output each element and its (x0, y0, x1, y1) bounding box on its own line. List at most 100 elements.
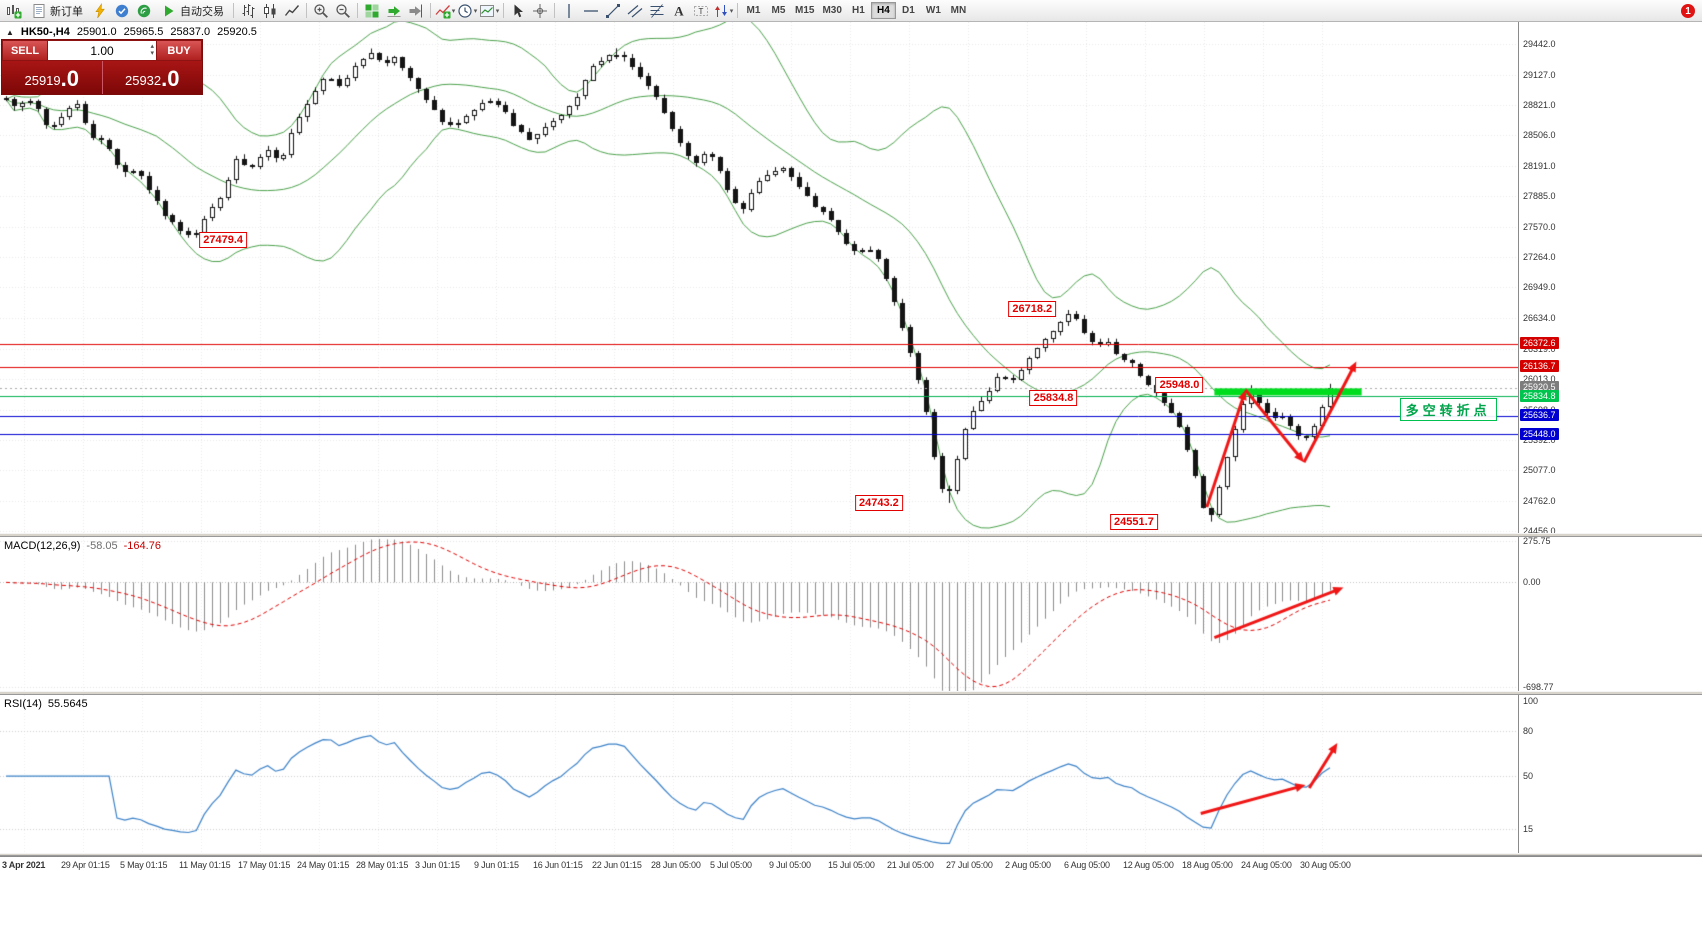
trade-panel-toggle-icon[interactable]: ▲ (6, 27, 14, 37)
auto-trading-button[interactable]: 自动交易 (155, 1, 230, 21)
bars-chart-icon[interactable] (237, 1, 259, 21)
price-axis-tick: 27264.0 (1523, 251, 1556, 262)
new-chart-icon[interactable] (3, 1, 25, 21)
toolbar: 新订单 自动交易 ▾ ▾ ▾ A T ▾ M1 M5 M15 M30 H1 H4 D1 W1 MN (0, 0, 1702, 22)
chart-shift-icon[interactable] (405, 1, 427, 21)
mql5-community-icon[interactable] (89, 1, 111, 21)
macd-axis-tick: -698.77 (1523, 681, 1554, 692)
trade-panel-header: SELL 1.00 ▴ ▾ BUY (2, 40, 202, 61)
horizontal-line-icon[interactable] (580, 1, 602, 21)
auto-scroll-icon[interactable] (383, 1, 405, 21)
timeframe-m30[interactable]: M30 (818, 2, 845, 19)
rsi-canvas[interactable] (0, 695, 1518, 853)
svg-text:T: T (699, 6, 704, 15)
toolbar-separator (503, 3, 504, 18)
periods-icon[interactable]: ▾ (456, 1, 478, 21)
notification-badge[interactable]: 1 (1681, 4, 1695, 18)
timeframe-h4[interactable]: H4 (870, 2, 896, 19)
timeframe-m5[interactable]: M5 (766, 2, 791, 19)
signals-icon[interactable] (133, 1, 155, 21)
buy-button[interactable]: BUY (156, 40, 202, 61)
timeframe-h1[interactable]: H1 (846, 2, 871, 19)
templates-icon[interactable]: ▾ (478, 1, 500, 21)
price-chart-canvas[interactable] (0, 22, 1518, 533)
crosshair-icon[interactable] (529, 1, 551, 21)
rsi-axis-tick: 80 (1523, 726, 1534, 736)
candlestick-chart-icon[interactable] (259, 1, 281, 21)
line-chart-icon[interactable] (281, 1, 303, 21)
time-label: 24 Aug 05:00 (1241, 860, 1292, 870)
trendline-icon[interactable] (602, 1, 624, 21)
buy-price-main: 25932 (124, 73, 162, 88)
toolbar-separator (306, 3, 307, 18)
buy-price[interactable]: 25932 .0 (103, 61, 203, 94)
time-label: 9 Jul 05:00 (769, 860, 811, 870)
time-label: 2 Aug 05:00 (1005, 860, 1051, 870)
workspace-blank (0, 874, 1702, 946)
spinner-down-icon[interactable]: ▾ (150, 50, 154, 57)
main-chart-pane: ▲ HK50-,H4 25901.0 25965.5 25837.0 25920… (0, 22, 1702, 536)
timeframe-mn[interactable]: MN (946, 2, 971, 19)
indicators-icon[interactable]: ▾ (434, 1, 456, 21)
price-divider (101, 61, 103, 94)
toolbar-separator (430, 3, 431, 18)
price-annotation[interactable]: 26718.2 (1008, 300, 1057, 317)
price-axis-tick: 24456.0 (1523, 525, 1556, 536)
time-label: 29 Apr 01:15 (61, 860, 110, 870)
price-axis: 29442.0 29127.0 28821.0 28506.0 28191.0 27885… (1518, 22, 1702, 536)
vertical-line-icon[interactable] (558, 1, 580, 21)
rsi-axis-tick: 100 (1523, 696, 1539, 706)
timeframe-m15[interactable]: M15 (791, 2, 818, 19)
trade-panel-prices: 25919 .0 25932 .0 (2, 61, 202, 94)
price-axis-tick: 26634.0 (1523, 313, 1556, 324)
fibonacci-retracement-icon[interactable] (646, 1, 668, 21)
price-annotation[interactable]: 24551.7 (1110, 514, 1158, 531)
toolbar-separator (233, 3, 234, 18)
time-label: 6 Aug 05:00 (1064, 860, 1110, 870)
zoom-in-icon[interactable] (310, 1, 332, 21)
svg-text:A: A (674, 3, 684, 18)
price-level-marker: 25448.0 (1520, 427, 1559, 440)
macd-label: MACD(12,26,9) -58.05 -164.76 (4, 540, 161, 552)
pane-separator[interactable] (0, 533, 1702, 537)
price-axis-tick: 29127.0 (1523, 69, 1556, 80)
sell-price[interactable]: 25919 .0 (2, 61, 102, 94)
pane-separator[interactable] (0, 691, 1702, 695)
timeframe-m1[interactable]: M1 (741, 2, 766, 19)
text-label-icon[interactable]: T (690, 1, 712, 21)
cursor-icon[interactable] (507, 1, 529, 21)
spinner-up-icon[interactable]: ▴ (150, 43, 154, 50)
price-axis-tick: 28821.0 (1523, 99, 1556, 110)
tile-windows-icon[interactable] (361, 1, 383, 21)
text-icon[interactable]: A (668, 1, 690, 21)
macd-main-value: -58.05 (86, 540, 118, 552)
sell-button[interactable]: SELL (2, 40, 48, 61)
price-annotation[interactable]: 25834.8 (1029, 389, 1078, 406)
sell-price-main: 25919 (24, 73, 61, 88)
price-annotation[interactable]: 27479.4 (199, 231, 248, 248)
pane-separator[interactable] (0, 853, 1702, 856)
price-annotation[interactable]: 25948.0 (1155, 377, 1204, 394)
timeframe-d1[interactable]: D1 (896, 2, 921, 19)
equidistant-channel-icon[interactable] (624, 1, 646, 21)
volume-spinner[interactable]: ▴ ▾ (150, 43, 154, 57)
time-label: 21 Jul 05:00 (887, 860, 934, 870)
rsi-value: 55.5645 (47, 698, 88, 710)
turning-point-note[interactable]: 多空转折点 (1399, 397, 1497, 421)
rsi-axis-tick: 15 (1523, 823, 1534, 834)
time-axis[interactable]: 3 Apr 2021 29 Apr 01:15 5 May 01:15 11 May … (0, 856, 1702, 874)
arrows-icon[interactable]: ▾ (712, 1, 734, 21)
time-label: 18 Aug 05:00 (1182, 860, 1233, 870)
price-axis-tick: 26013.0 (1523, 373, 1556, 384)
macd-canvas[interactable] (0, 537, 1518, 691)
rsi-pane: RSI(14) 55.5645 100 80 50 15 (0, 695, 1702, 853)
timeframe-w1[interactable]: W1 (921, 2, 946, 19)
macd-pane: MACD(12,26,9) -58.05 -164.76 275.75 0.00 -… (0, 536, 1702, 692)
time-label: 15 Jul 05:00 (828, 860, 875, 870)
market-icon[interactable] (111, 1, 133, 21)
zoom-out-icon[interactable] (332, 1, 354, 21)
volume-input[interactable]: 1.00 ▴ ▾ (48, 40, 156, 61)
time-label: 11 May 01:15 (179, 860, 231, 870)
new-order-button[interactable]: 新订单 (25, 1, 89, 21)
price-annotation[interactable]: 24743.2 (855, 495, 903, 512)
